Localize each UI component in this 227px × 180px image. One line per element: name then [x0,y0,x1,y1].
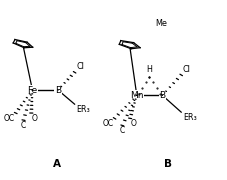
Text: B: B [159,91,165,100]
Text: O: O [131,119,137,128]
Text: B: B [164,159,172,169]
Text: Cl: Cl [183,64,191,73]
Text: ER₃: ER₃ [183,113,197,122]
Text: C: C [21,121,26,130]
Text: Cl: Cl [76,62,84,71]
Text: A: A [53,159,61,169]
Text: OC: OC [4,114,15,123]
Text: O: O [32,114,38,123]
Text: OC: OC [103,119,114,128]
Text: ER₃: ER₃ [76,105,90,114]
Text: C: C [120,126,125,135]
Text: Mn: Mn [130,91,143,100]
Text: Me: Me [156,19,168,28]
Text: B: B [55,86,61,94]
Text: Fe: Fe [27,86,37,94]
Text: H: H [146,64,152,73]
